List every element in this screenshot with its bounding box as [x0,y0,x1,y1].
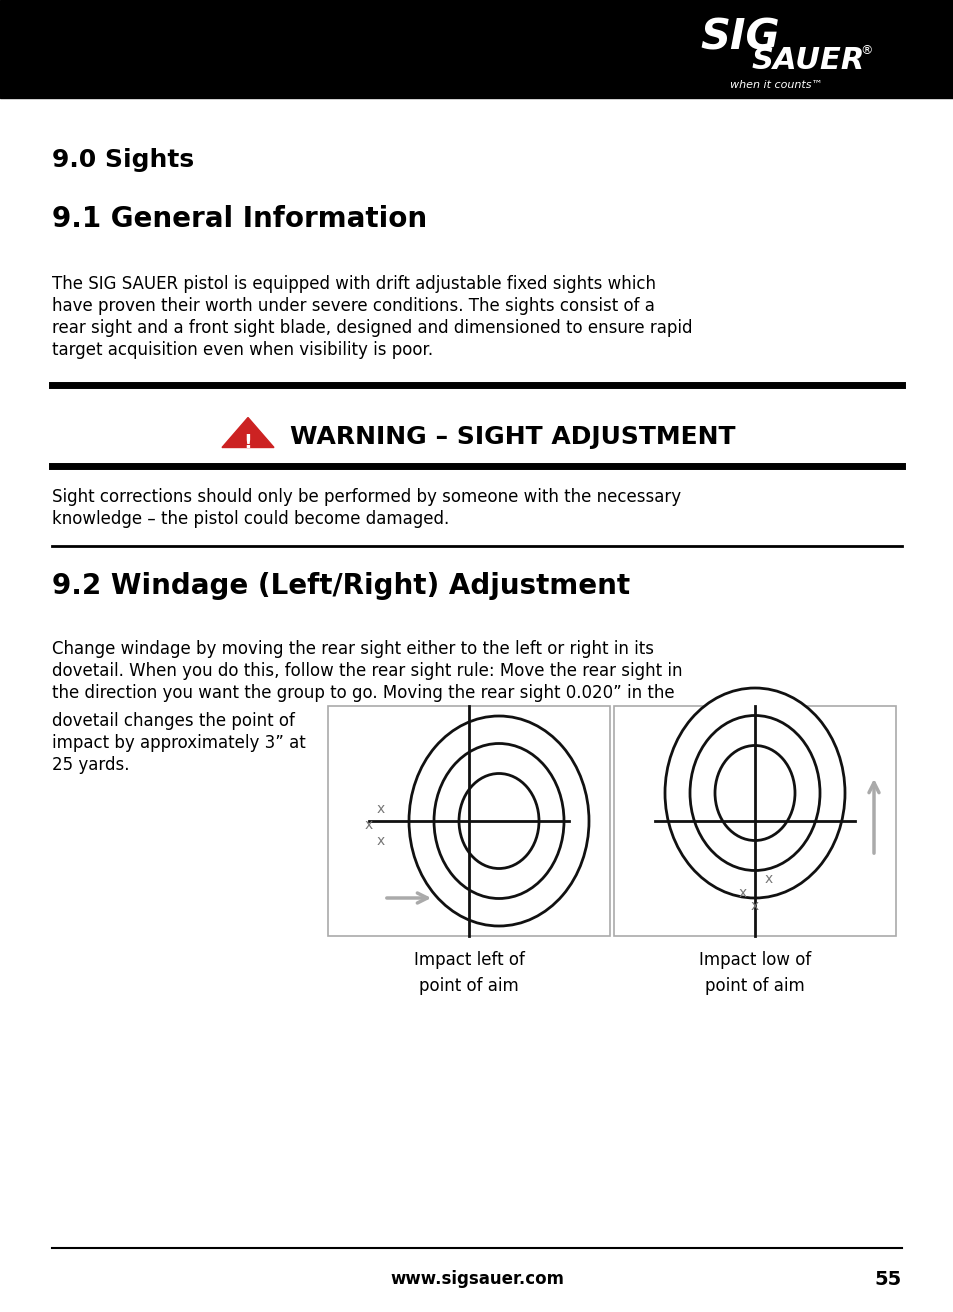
Text: 9.1 General Information: 9.1 General Information [52,205,427,234]
Text: target acquisition even when visibility is poor.: target acquisition even when visibility … [52,341,433,359]
Text: SAUER: SAUER [751,46,864,75]
Text: rear sight and a front sight blade, designed and dimensioned to ensure rapid: rear sight and a front sight blade, desi… [52,319,692,337]
Text: ®: ® [859,45,872,58]
Ellipse shape [409,716,588,926]
Text: x: x [750,899,759,913]
Text: 9.2 Windage (Left/Right) Adjustment: 9.2 Windage (Left/Right) Adjustment [52,572,630,600]
Bar [614,706,895,935]
Text: dovetail. When you do this, follow the rear sight rule: Move the rear sight in: dovetail. When you do this, follow the r… [52,663,681,680]
Polygon shape [222,417,274,447]
Text: x: x [739,886,746,900]
Text: x: x [376,834,385,848]
Text: 9.0 Sights: 9.0 Sights [52,148,193,172]
Text: impact by approximately 3” at: impact by approximately 3” at [52,733,305,752]
Text: x: x [764,872,772,886]
Text: WARNING – SIGHT ADJUSTMENT: WARNING – SIGHT ADJUSTMENT [290,425,735,449]
Text: SIG: SIG [700,16,779,58]
Ellipse shape [714,745,794,841]
Ellipse shape [434,744,563,899]
Bar [0,0,953,98]
Text: 55: 55 [874,1270,901,1288]
Text: when it counts™: when it counts™ [729,80,821,91]
Ellipse shape [689,715,820,870]
Text: www.sigsauer.com: www.sigsauer.com [390,1270,563,1288]
Text: x: x [376,802,385,816]
Text: Impact low of
point of aim: Impact low of point of aim [699,951,810,996]
Text: Impact left of
point of aim: Impact left of point of aim [414,951,524,996]
Ellipse shape [664,687,844,897]
Text: x: x [364,817,373,832]
Ellipse shape [458,774,538,869]
Text: Change windage by moving the rear sight either to the left or right in its: Change windage by moving the rear sight … [52,640,654,659]
Text: The SIG SAUER pistol is equipped with drift adjustable fixed sights which: The SIG SAUER pistol is equipped with dr… [52,276,656,293]
Text: have proven their worth under severe conditions. The sights consist of a: have proven their worth under severe con… [52,297,654,315]
Text: knowledge – the pistol could become damaged.: knowledge – the pistol could become dama… [52,510,449,527]
Text: the direction you want the group to go. Moving the rear sight 0.020” in the: the direction you want the group to go. … [52,684,674,702]
Text: !: ! [243,433,253,451]
Text: Sight corrections should only be performed by someone with the necessary: Sight corrections should only be perform… [52,488,680,506]
Text: dovetail changes the point of: dovetail changes the point of [52,712,294,729]
Text: 25 yards.: 25 yards. [52,756,130,774]
Bar [328,706,609,935]
